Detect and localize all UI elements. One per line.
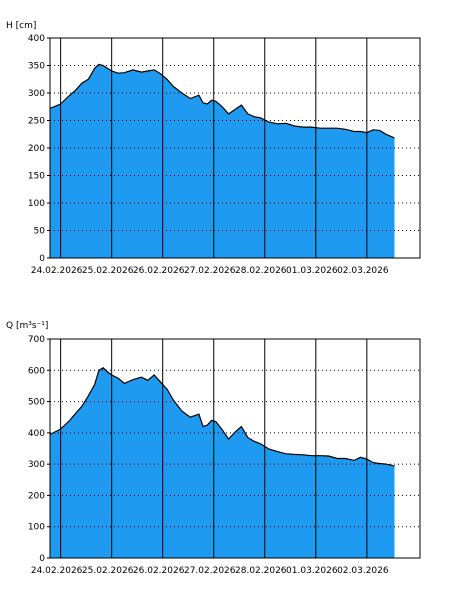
y-axis-label: Q [m³s⁻¹] xyxy=(6,321,48,331)
y-tick-label: 250 xyxy=(28,117,45,127)
y-tick-label: 100 xyxy=(28,523,45,533)
x-tick-label: 26.02.2026 xyxy=(133,566,185,576)
x-tick-label: 25.02.2026 xyxy=(82,566,134,576)
y-tick-label: 600 xyxy=(28,366,45,376)
y-tick-label: 200 xyxy=(28,144,45,154)
y-tick-label: 400 xyxy=(28,34,45,44)
x-tick-label: 26.02.2026 xyxy=(133,266,185,276)
x-tick-label: 25.02.2026 xyxy=(82,266,134,276)
chart-1: 0 50 100 150 200 250 300 350 400 24.02.2026 25.02.… xyxy=(6,21,421,276)
y-tick-label: 50 xyxy=(34,227,46,237)
y-tick-label: 200 xyxy=(28,491,45,501)
x-tick-label: 24.02.2026 xyxy=(31,266,83,276)
x-tick-label: 27.02.2026 xyxy=(184,266,236,276)
y-tick-label: 700 xyxy=(28,335,45,345)
y-tick-label: 0 xyxy=(39,254,45,264)
y-tick-label: 150 xyxy=(28,172,45,182)
x-tick-label: 01.03.2026 xyxy=(286,266,338,276)
y-tick-label: 300 xyxy=(28,460,45,470)
chart-2: 0 100 200 300 400 500 600 700 24.02.2026 25.02.20… xyxy=(6,321,421,576)
x-tick-label: 24.02.2026 xyxy=(31,566,83,576)
y-tick-label: 400 xyxy=(28,429,45,439)
series-area xyxy=(50,367,395,558)
y-axis-label: H [cm] xyxy=(6,21,36,31)
y-tick-label: 350 xyxy=(28,62,45,72)
plot-frame xyxy=(49,37,421,259)
y-tick-label: 100 xyxy=(28,199,45,209)
x-tick-label: 02.03.2026 xyxy=(337,266,389,276)
x-tick-label: 27.02.2026 xyxy=(184,566,236,576)
plot-frame xyxy=(49,338,421,559)
series-area xyxy=(50,64,395,259)
x-tick-label: 02.03.2026 xyxy=(337,566,389,576)
y-tick-label: 300 xyxy=(28,89,45,99)
y-tick-label: 0 xyxy=(39,554,45,564)
x-tick-label: 01.03.2026 xyxy=(286,566,338,576)
y-tick-label: 500 xyxy=(28,398,45,408)
x-tick-label: 28.02.2026 xyxy=(235,266,287,276)
x-tick-label: 28.02.2026 xyxy=(235,566,287,576)
